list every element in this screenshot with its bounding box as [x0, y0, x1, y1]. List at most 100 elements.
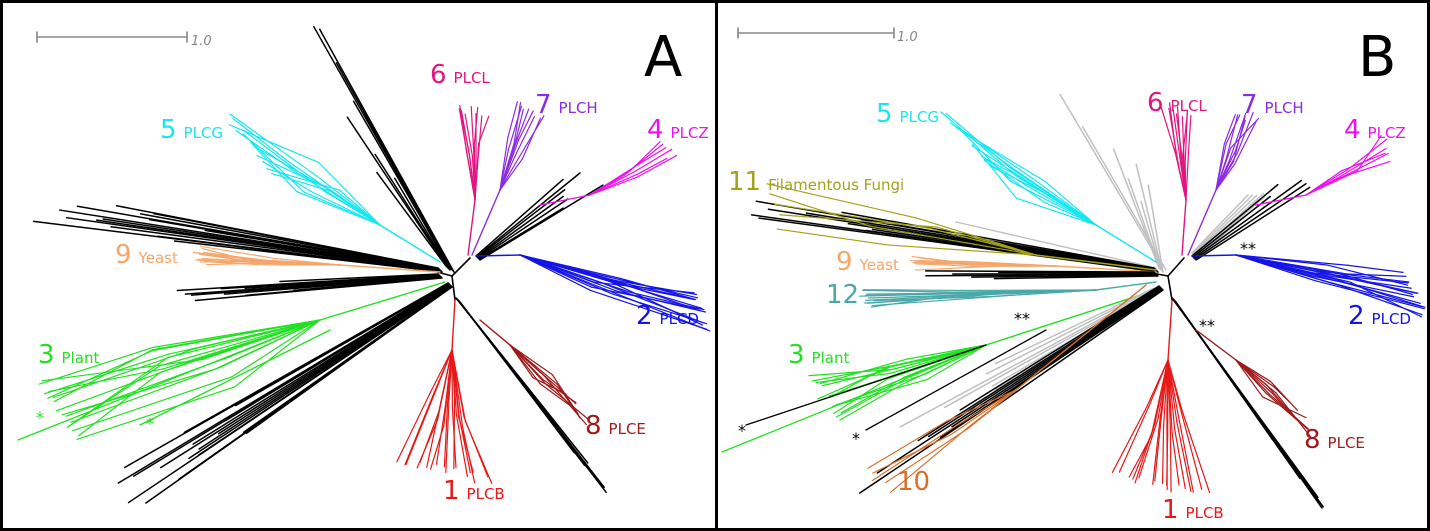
tree-branch — [374, 153, 449, 269]
cluster-plcz-branch — [1348, 138, 1388, 170]
cluster-plce-branch — [544, 375, 588, 426]
cluster-name: Yeast — [859, 256, 899, 274]
cluster-number: 3 — [788, 340, 805, 370]
cluster-name: PLCZ — [670, 124, 709, 142]
tree-branch — [925, 273, 1158, 277]
cluster-label-12: 12 — [826, 282, 866, 308]
cluster-plcb-branch — [451, 349, 467, 423]
tree-branch — [1194, 182, 1307, 260]
cluster-number: 7 — [535, 90, 552, 120]
cluster-plch-branch — [1223, 113, 1236, 145]
cluster-plcg-branch — [990, 165, 1056, 199]
tree-branch — [1193, 179, 1303, 259]
tree-branch — [924, 270, 1155, 273]
tree-branch — [1195, 186, 1311, 261]
cluster-plcb-branch — [441, 349, 453, 399]
cluster-plcb-branch — [1169, 429, 1172, 493]
cluster-fungi-branch — [766, 183, 917, 219]
cluster-plce-branch — [1235, 359, 1272, 383]
tree-branch — [993, 275, 1159, 280]
cluster-name: PLCH — [558, 99, 598, 117]
cluster-number: 11 — [728, 167, 762, 197]
tree-branch — [1167, 257, 1185, 277]
cluster-plcg-branch — [329, 190, 381, 226]
tree-branch — [475, 172, 581, 258]
tree-branch — [955, 221, 1157, 269]
cluster-plant-branch — [926, 344, 987, 380]
cluster-plcl-branch — [1185, 152, 1190, 201]
cluster-plcd-branch — [1347, 264, 1404, 273]
cluster-plcb-branch — [1171, 432, 1180, 486]
cluster-label-yeast: 9 Yeast — [836, 249, 899, 275]
cluster-name: PLCZ — [1367, 124, 1406, 142]
tree-branch — [1135, 163, 1163, 272]
cluster-label-plch: 7 PLCH — [1241, 92, 1304, 118]
cluster-plcl-branch — [1175, 113, 1183, 156]
cluster-plch-branch — [1187, 189, 1217, 256]
cluster-plcb-branch — [1154, 417, 1162, 482]
cluster-plch-branch — [514, 115, 536, 157]
cluster-number: 5 — [876, 99, 893, 129]
cluster-plch-branch — [1215, 152, 1238, 191]
cluster-plcg-branch — [235, 130, 299, 174]
cluster-plcb-branch — [396, 391, 432, 463]
tree-branch — [478, 207, 564, 261]
double-asterisk-marker: ** — [1240, 239, 1256, 258]
cluster-12-branch — [865, 292, 1012, 296]
cluster-plce-branch — [509, 344, 546, 377]
cluster-plch-branch — [1230, 117, 1260, 149]
tree-branch — [145, 286, 453, 504]
cluster-yeast-branch — [919, 262, 1002, 266]
cluster-plcb-branch — [1134, 421, 1156, 484]
cluster-fungi-branch — [888, 244, 1037, 256]
cluster-name: PLCD — [1371, 310, 1411, 328]
cluster-plant-branch — [76, 386, 236, 441]
cluster-label-plant: 3 Plant — [788, 342, 849, 368]
tree-branch — [758, 217, 1159, 273]
tree-branch — [859, 288, 1164, 494]
cluster-number: 3 — [38, 340, 55, 370]
cluster-plcd-branch — [519, 254, 606, 280]
panel-divider — [715, 0, 718, 531]
tree-branch — [985, 287, 1156, 375]
cluster-plcz-branch — [1305, 175, 1346, 196]
tree-branch — [959, 285, 1160, 411]
cluster-number: 9 — [836, 247, 853, 277]
tree-branch — [318, 28, 455, 273]
cluster-plcz-branch — [623, 143, 664, 177]
cluster-plcz-branch — [1255, 194, 1307, 206]
cluster-plce-branch — [509, 344, 542, 385]
cluster-plcb-branch — [1111, 406, 1148, 473]
cluster-plcb-branch — [1166, 434, 1169, 486]
cluster-name: PLCL — [453, 69, 490, 87]
cluster-plcd-branch — [603, 283, 703, 323]
cluster-name: PLCE — [1327, 434, 1365, 452]
cluster-fungi-branch — [776, 228, 890, 246]
cluster-plcg-branch — [379, 224, 441, 263]
cluster-plch-branch — [1234, 119, 1246, 152]
cluster-plch-branch — [499, 158, 523, 191]
tree-branch — [1192, 195, 1271, 258]
cluster-plcl-branch — [1158, 101, 1177, 156]
cluster-plant-branch — [53, 349, 154, 403]
cluster-name: PLCL — [1170, 97, 1207, 115]
cluster-plcg-branch — [1095, 224, 1157, 263]
cluster-yeast-branch — [339, 264, 441, 273]
cluster-plant-branch — [69, 365, 161, 427]
cluster-number: 5 — [160, 115, 177, 145]
cluster-plant-branch — [159, 319, 321, 374]
cluster-plce-branch — [1265, 392, 1309, 430]
cluster-yeast-branch — [204, 260, 266, 266]
cluster-plch-branch — [471, 189, 501, 256]
scale-bar-label: 1.0 — [897, 30, 918, 45]
cluster-plcb-branch — [1181, 411, 1211, 494]
tree-branch — [32, 220, 443, 273]
cluster-plcz-branch — [636, 154, 678, 178]
cluster-plch-branch — [513, 101, 522, 144]
cluster-plcl-branch — [474, 142, 480, 201]
cluster-plch-branch — [518, 110, 534, 141]
cluster-plcd-branch — [596, 285, 711, 332]
cluster-plce-branch — [1195, 329, 1237, 361]
tree-branch — [998, 271, 1156, 274]
cluster-plant-branch — [167, 319, 321, 359]
